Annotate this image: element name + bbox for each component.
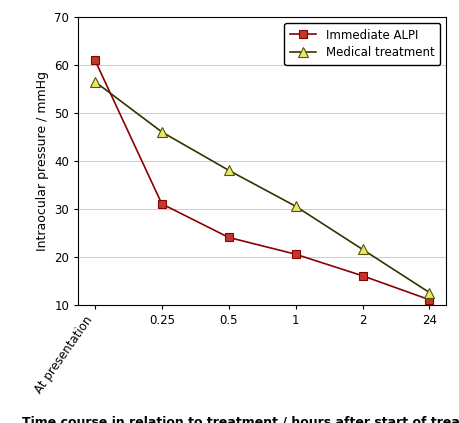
Immediate ALPI [92, 58, 97, 63]
Immediate ALPI [292, 252, 298, 257]
Legend: Immediate ALPI, Medical treatment: Immediate ALPI, Medical treatment [284, 23, 439, 65]
Medical treatment [159, 129, 164, 135]
Medical treatment [225, 168, 231, 173]
Medical treatment [292, 204, 298, 209]
Medical treatment [359, 247, 364, 252]
Medical treatment [426, 290, 431, 295]
X-axis label: Time course in relation to treatment / hours after start of treatment: Time course in relation to treatment / h… [22, 415, 459, 423]
Line: Medical treatment: Medical treatment [90, 77, 433, 297]
Immediate ALPI [426, 297, 431, 302]
Immediate ALPI [159, 201, 164, 206]
Line: Immediate ALPI: Immediate ALPI [90, 56, 433, 304]
Y-axis label: Intraocular pressure / mmHg: Intraocular pressure / mmHg [36, 71, 49, 251]
Immediate ALPI [225, 235, 231, 240]
Immediate ALPI [359, 273, 364, 278]
Medical treatment [92, 79, 97, 84]
